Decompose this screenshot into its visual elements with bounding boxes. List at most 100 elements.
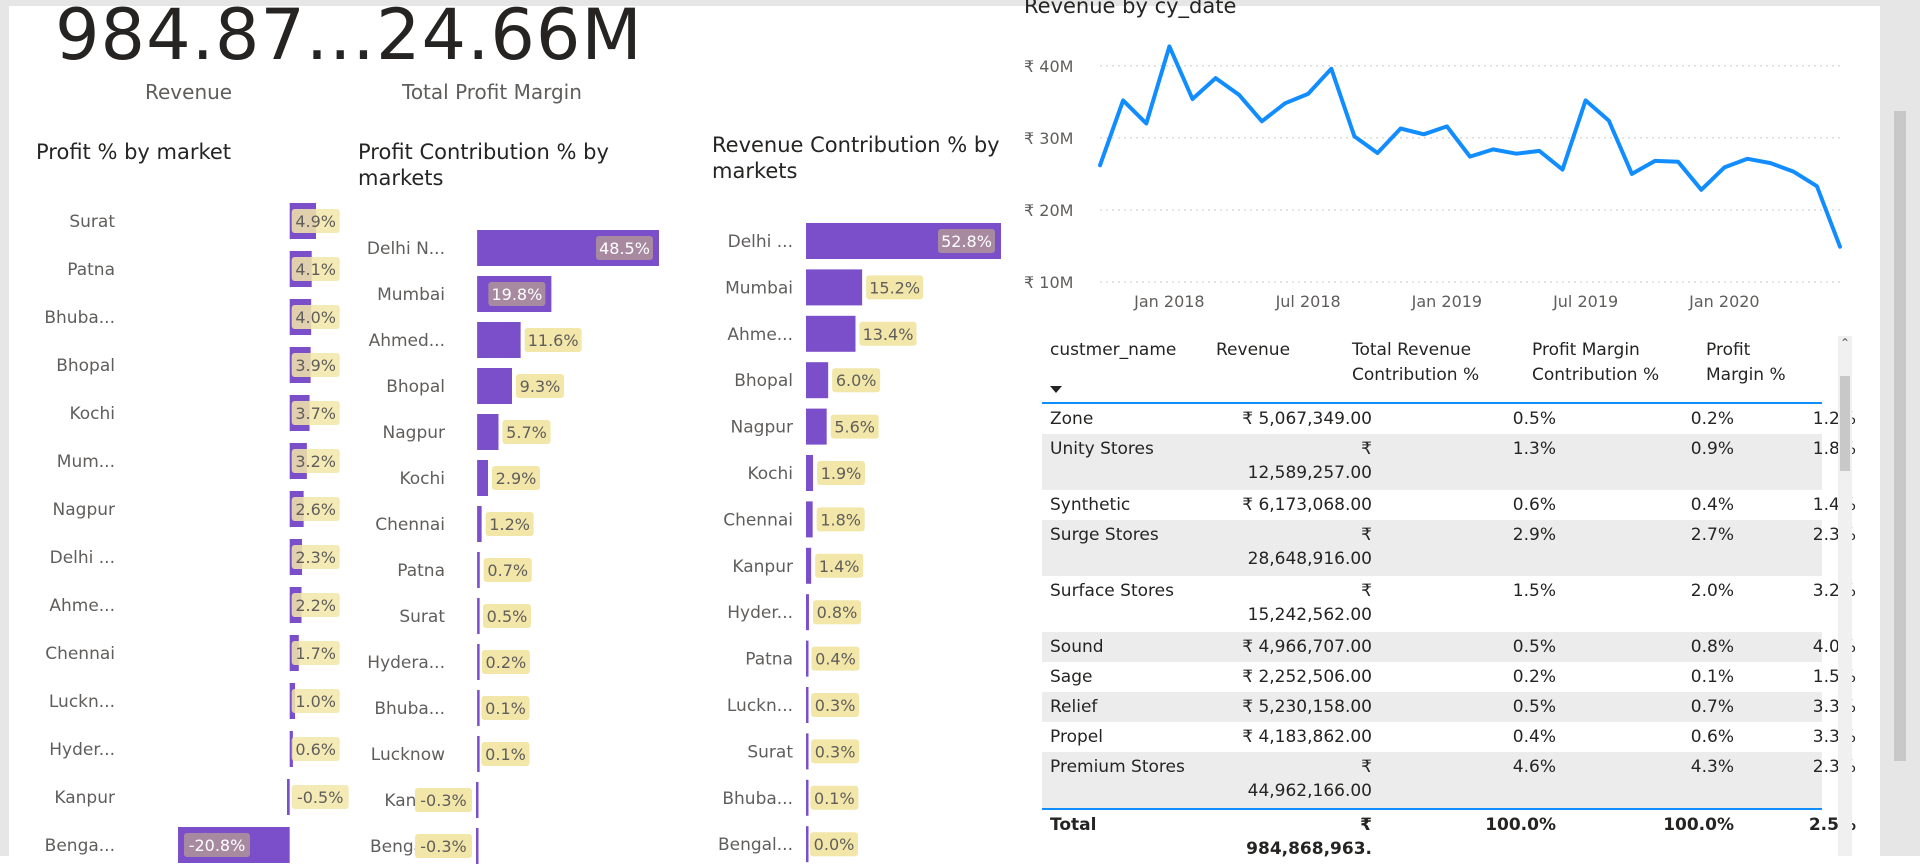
revenue-contribution-cell: 0.5%: [1512, 409, 1556, 429]
category-label: Nagpur: [53, 500, 115, 520]
data-label: 2.3%: [295, 548, 336, 567]
bar[interactable]: [477, 644, 480, 680]
bar[interactable]: [477, 368, 512, 404]
header-text: Margin %: [1706, 365, 1786, 385]
category-label: Hyder...: [727, 603, 793, 623]
sort-desc-icon[interactable]: [1050, 386, 1062, 393]
profit-margin-contribution-cell: 0.2%: [1690, 409, 1734, 429]
bar[interactable]: [806, 501, 813, 538]
data-label-bg: [291, 401, 340, 425]
customer-name: Synthetic: [1050, 495, 1131, 515]
table-row[interactable]: Synthetic ₹ 6,173,068.00 0.6% 0.4% 1.4%: [1042, 490, 1856, 520]
profit-margin-contribution-cell: 2.7%: [1690, 525, 1734, 545]
profit-margin-contribution-cell: 0.9%: [1690, 439, 1734, 459]
revenue-contribution-cell: 0.2%: [1512, 667, 1556, 687]
table-scrollbar[interactable]: ⌃: [1838, 336, 1852, 856]
profit-contrib-chart[interactable]: Delhi N... 48.5% Mumbai 19.8% Ahmed... 11.6% B…: [350, 198, 710, 864]
bar[interactable]: [477, 460, 488, 496]
bar[interactable]: [477, 506, 482, 542]
data-label: 0.1%: [485, 699, 526, 718]
column-header-revenue[interactable]: Revenue: [1216, 338, 1290, 363]
total-revenue: ₹ 984,868,963.: [1190, 813, 1372, 861]
revenue-series-line[interactable]: [1098, 44, 1842, 249]
data-label-bg: [481, 696, 530, 720]
profit-margin-contribution-cell: 0.6%: [1690, 727, 1734, 747]
bar[interactable]: [806, 826, 809, 863]
column-header-total-revenue-contribution[interactable]: Total Revenue Contribution %: [1352, 338, 1479, 388]
bar[interactable]: [806, 733, 809, 770]
page-scrollbar[interactable]: [1880, 6, 1920, 856]
customer-table[interactable]: custmer_name Revenue Total Revenue Contr…: [1042, 330, 1856, 866]
data-label-bg: [832, 368, 881, 393]
table-row[interactable]: Sage ₹ 2,252,506.00 0.2% 0.1% 1.5%: [1042, 662, 1856, 692]
left-border: [0, 6, 9, 856]
bar[interactable]: [476, 782, 479, 818]
page-scrollbar-thumb[interactable]: [1894, 111, 1906, 761]
revenue-cell: ₹ 5,230,158.00: [1190, 695, 1372, 719]
table-row[interactable]: Premium Stores ₹44,962,166.00 4.6% 4.3% 2.3%: [1042, 752, 1856, 808]
bar[interactable]: [806, 640, 809, 677]
data-label-bg: [596, 236, 653, 260]
bar[interactable]: [477, 598, 480, 634]
profit-margin-contribution-cell: 2.0%: [1690, 581, 1734, 601]
table-row[interactable]: Propel ₹ 4,183,862.00 0.4% 0.6% 3.3%: [1042, 722, 1856, 752]
data-label-bg: [817, 461, 866, 485]
bar[interactable]: [806, 547, 812, 584]
data-label-bg: [816, 507, 865, 532]
bar[interactable]: [477, 552, 480, 588]
table-row[interactable]: Surge Stores ₹28,648,916.00 2.9% 2.7% 2.3%: [1042, 520, 1856, 576]
revenue-cell: ₹44,962,166.00: [1190, 755, 1372, 803]
bar[interactable]: [806, 362, 829, 399]
data-label-bg: [485, 512, 534, 536]
data-label: 6.0%: [836, 371, 877, 390]
category-label: Ahme...: [727, 325, 793, 345]
category-label: Lucknow: [371, 745, 445, 765]
bar[interactable]: [477, 736, 480, 772]
bar[interactable]: [287, 779, 290, 815]
column-header-profit-margin-contribution[interactable]: Profit Margin Contribution %: [1532, 338, 1659, 388]
data-label: 0.1%: [485, 745, 526, 764]
bar[interactable]: [806, 594, 809, 631]
customer-name: Unity Stores: [1050, 439, 1154, 459]
header-text: Contribution %: [1532, 365, 1660, 385]
data-label-bg: [483, 558, 532, 582]
bar[interactable]: [806, 687, 809, 723]
data-label: 1.0%: [295, 692, 336, 711]
data-label-bg: [291, 449, 340, 473]
category-label: Hydera...: [367, 653, 445, 673]
bar[interactable]: [806, 455, 814, 491]
revenue-contrib-chart[interactable]: Delhi ... 52.8% Mumbai 15.2% Ahme... 13.4% Bho…: [700, 198, 1010, 863]
table-row[interactable]: Unity Stores ₹12,589,257.00 1.3% 0.9% 1.8%: [1042, 434, 1856, 490]
profit-pct-title: Profit % by market: [36, 140, 232, 164]
customer-name: Propel: [1050, 727, 1103, 747]
category-label: Surat: [69, 212, 115, 232]
scroll-up-icon[interactable]: ⌃: [1840, 336, 1851, 350]
data-label-bg: [291, 689, 340, 713]
header-text: Total Revenue: [1352, 340, 1472, 360]
table-row[interactable]: Sound ₹ 4,966,707.00 0.5% 0.8% 4.0%: [1042, 632, 1856, 662]
bar[interactable]: [477, 690, 480, 726]
customer-name: Relief: [1050, 697, 1098, 717]
data-label-bg: [811, 693, 860, 717]
bar[interactable]: [289, 731, 293, 767]
data-label: 4.1%: [295, 260, 336, 279]
bar[interactable]: [477, 322, 521, 358]
column-header-customer[interactable]: custmer_name: [1050, 338, 1176, 363]
profit-pct-chart[interactable]: Surat 4.9% Patna 4.1% Bhuba... 4.0% Bhopal 3.9%…: [0, 198, 350, 863]
revenue-contribution-cell: 0.4%: [1512, 727, 1556, 747]
category-label: Surat: [747, 742, 793, 762]
revenue-line-chart[interactable]: ₹ 40M ₹ 30M ₹ 20M ₹ 10M Jan 2018 Jul 2018 Jan …: [1020, 44, 1850, 315]
bar[interactable]: [476, 828, 479, 864]
table-row[interactable]: Relief ₹ 5,230,158.00 0.5% 0.7% 3.3%: [1042, 692, 1856, 722]
column-header-profit-margin[interactable]: Profit Margin %: [1706, 338, 1786, 388]
bar[interactable]: [806, 779, 809, 816]
table-scrollbar-thumb[interactable]: [1840, 376, 1850, 471]
table-row[interactable]: Zone ₹ 5,067,349.00 0.5% 0.2% 1.2%: [1042, 404, 1856, 434]
data-label: 5.6%: [834, 418, 875, 437]
bar[interactable]: [477, 414, 499, 450]
bar[interactable]: [806, 408, 827, 445]
bar[interactable]: [806, 315, 856, 352]
bar[interactable]: [806, 269, 863, 306]
table-row[interactable]: Surface Stores ₹15,242,562.00 1.5% 2.0% 3.2%: [1042, 576, 1856, 632]
data-label-bg: [830, 414, 879, 439]
